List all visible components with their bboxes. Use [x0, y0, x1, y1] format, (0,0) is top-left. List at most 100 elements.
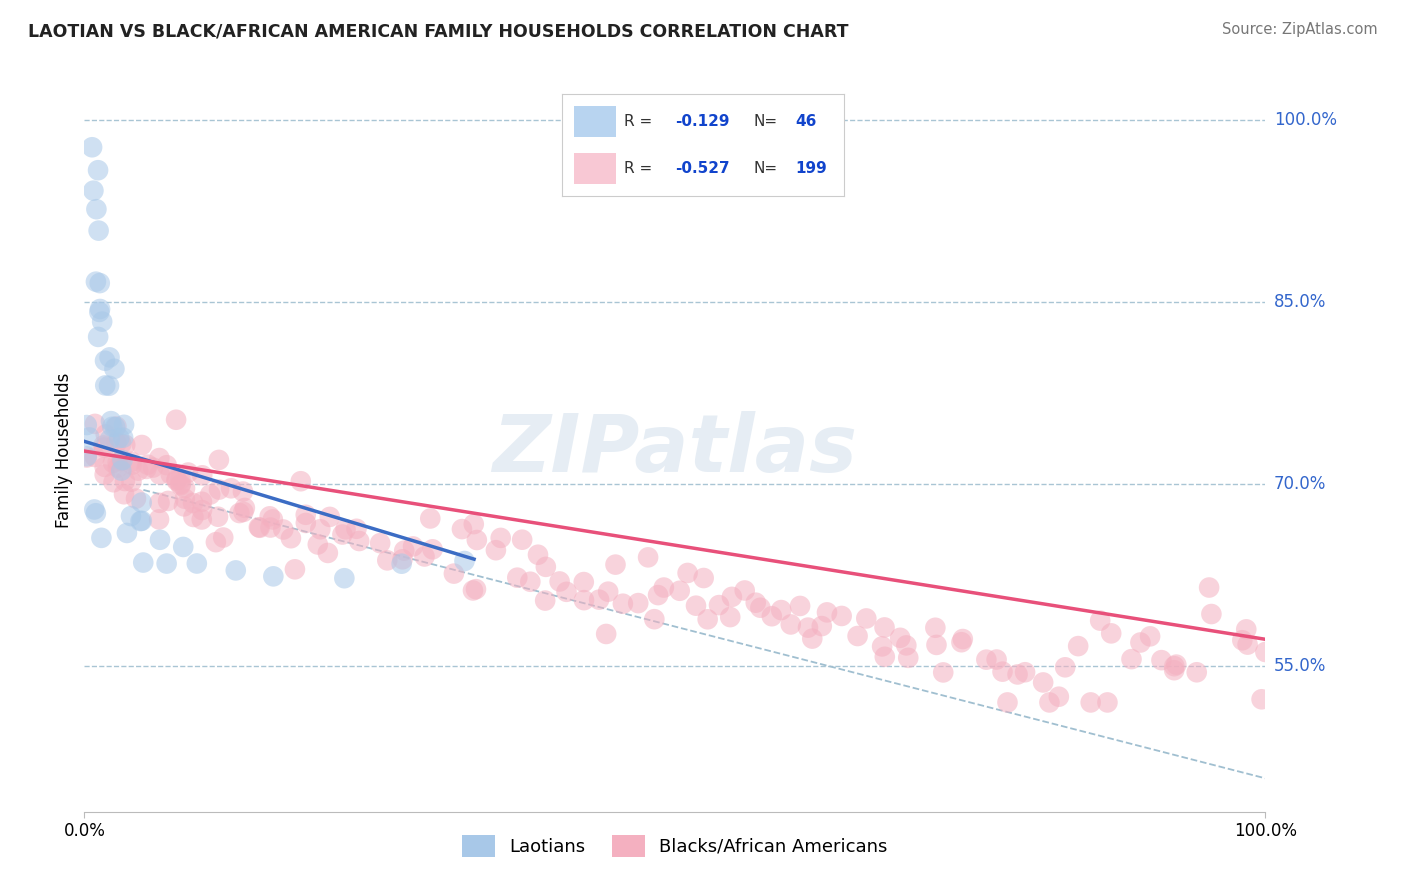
Point — [191, 503, 214, 517]
Point — [93, 459, 115, 474]
Point — [692, 571, 714, 585]
Point — [1099, 626, 1122, 640]
Point — [1198, 581, 1220, 595]
Point — [87, 163, 110, 178]
Point — [157, 494, 180, 508]
Point — [169, 477, 191, 491]
Point — [572, 593, 595, 607]
Point — [1007, 667, 1029, 681]
Point — [627, 596, 650, 610]
Point — [1032, 675, 1054, 690]
Point — [232, 484, 254, 499]
Text: R =: R = — [624, 161, 652, 176]
Point — [422, 542, 444, 557]
Point — [105, 419, 128, 434]
Point — [156, 458, 179, 473]
Point — [527, 548, 550, 562]
Point — [1038, 695, 1060, 709]
Point — [506, 571, 529, 585]
Point — [177, 466, 200, 480]
Point — [510, 533, 533, 547]
Point — [262, 512, 284, 526]
Point — [131, 438, 153, 452]
Point — [1097, 695, 1119, 709]
Point — [991, 665, 1014, 679]
Point — [121, 458, 143, 472]
Point — [413, 549, 436, 564]
Point — [84, 275, 107, 289]
Point — [284, 562, 307, 576]
Point — [889, 631, 911, 645]
Point — [443, 566, 465, 581]
Point — [1163, 663, 1185, 677]
Bar — [574, 153, 616, 184]
Point — [461, 583, 484, 598]
Point — [259, 520, 281, 534]
Point — [375, 553, 398, 567]
Point — [347, 534, 370, 549]
Point — [120, 509, 142, 524]
Point — [465, 582, 488, 596]
Point — [1166, 657, 1188, 672]
Point — [169, 478, 191, 492]
Point — [108, 431, 131, 445]
Point — [309, 522, 332, 536]
Point — [924, 621, 946, 635]
Point — [87, 224, 110, 238]
Point — [770, 603, 793, 617]
Point — [247, 520, 270, 534]
Point — [797, 621, 820, 635]
Point — [232, 505, 254, 519]
Point — [173, 491, 195, 506]
Point — [110, 464, 132, 478]
Text: N=: N= — [754, 114, 778, 128]
Point — [94, 427, 117, 442]
Point — [181, 496, 204, 510]
Point — [191, 468, 214, 483]
Point — [169, 472, 191, 486]
Point — [394, 543, 416, 558]
Point — [76, 418, 98, 433]
Point — [873, 620, 896, 634]
Point — [465, 533, 488, 547]
Point — [534, 593, 557, 607]
Point — [94, 353, 117, 368]
Point — [925, 638, 948, 652]
Point — [166, 473, 188, 487]
Text: 199: 199 — [796, 161, 828, 176]
Point — [307, 537, 329, 551]
Point — [186, 557, 208, 571]
Point — [148, 451, 170, 466]
Point — [89, 305, 111, 319]
Point — [1129, 635, 1152, 649]
Point — [952, 632, 974, 646]
Point — [734, 583, 756, 598]
Point — [76, 450, 98, 465]
Point — [104, 420, 127, 434]
Point — [111, 453, 134, 467]
Point — [647, 588, 669, 602]
Point — [346, 522, 368, 536]
Point — [810, 619, 832, 633]
Text: 85.0%: 85.0% — [1274, 293, 1326, 310]
Point — [997, 695, 1019, 709]
Point — [595, 627, 617, 641]
Point — [749, 600, 772, 615]
Point — [107, 460, 129, 475]
Point — [87, 330, 110, 344]
Point — [896, 639, 918, 653]
Point — [112, 417, 135, 432]
Point — [676, 566, 699, 580]
Point — [1139, 629, 1161, 643]
Point — [855, 611, 877, 625]
Point — [105, 435, 128, 450]
Point — [98, 351, 121, 365]
Point — [721, 590, 744, 604]
Point — [1163, 659, 1185, 673]
Point — [112, 487, 135, 501]
Point — [89, 301, 111, 316]
Point — [745, 596, 768, 610]
Point — [149, 467, 172, 482]
Point — [208, 483, 231, 497]
Point — [148, 512, 170, 526]
